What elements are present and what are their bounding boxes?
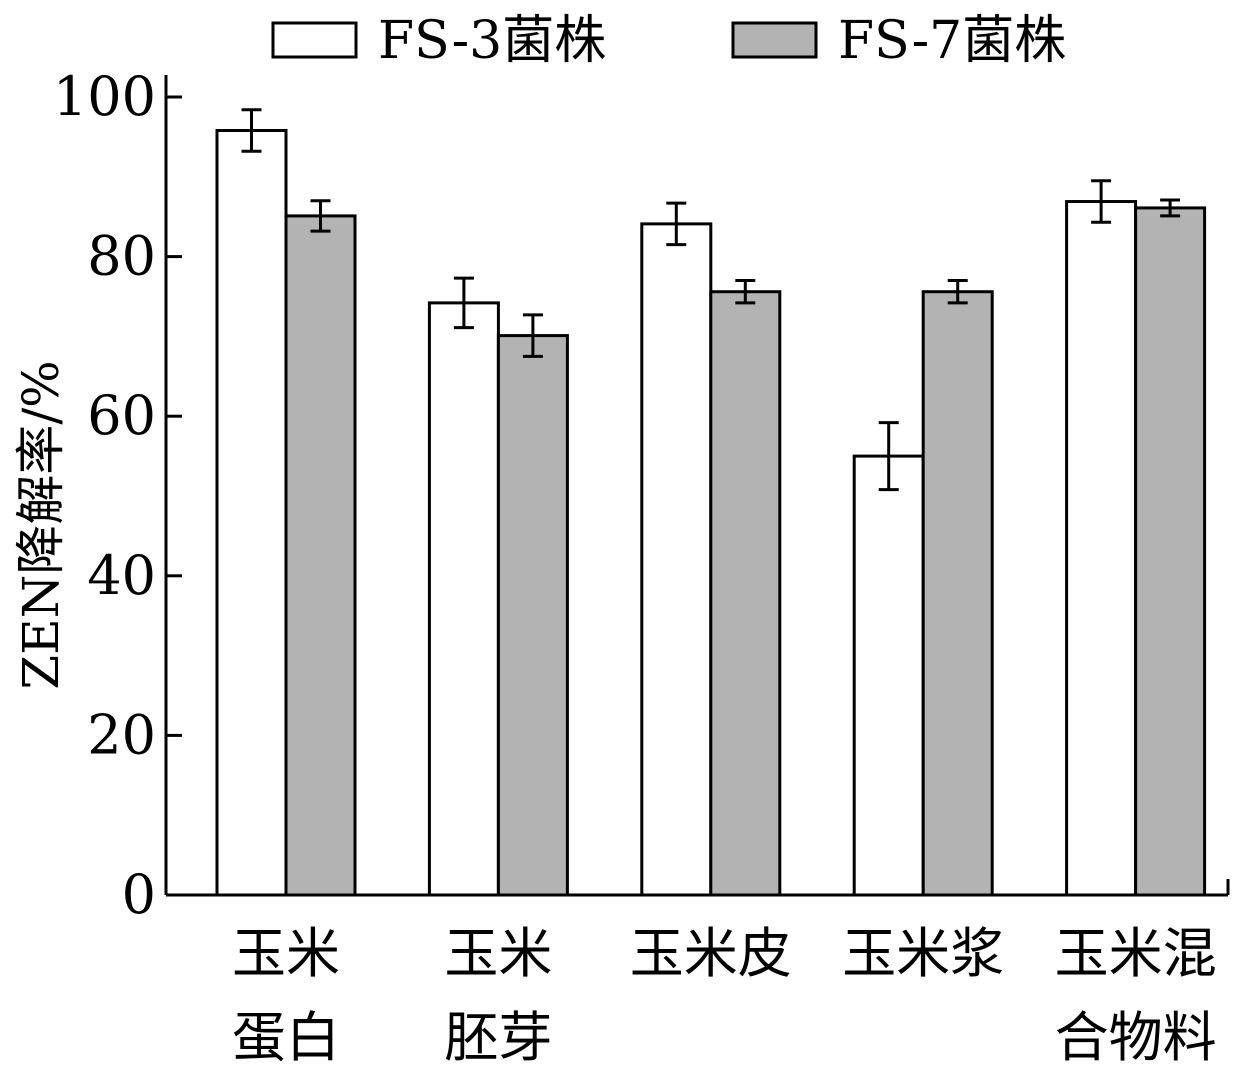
bar-1-3	[640, 222, 713, 897]
y-tick-label: 40	[87, 544, 156, 607]
legend-label-1: FS-3菌株	[378, 11, 606, 71]
bar-2-4	[921, 290, 994, 897]
legend: FS-3菌株 FS-7菌株	[271, 11, 1066, 71]
x-category-label: 玉米	[232, 922, 340, 985]
bar-2-2	[496, 334, 569, 897]
x-category-label: 玉米	[444, 922, 552, 985]
axes	[164, 75, 1230, 897]
x-category-label: 胚芽	[444, 1006, 552, 1069]
x-category-label: 蛋白	[232, 1006, 340, 1069]
bar-1-4	[852, 454, 925, 897]
y-tick-label: 100	[53, 65, 156, 128]
y-tick-label: 20	[87, 703, 156, 766]
x-category-label: 合物料	[1055, 1006, 1217, 1069]
legend-swatch-1	[271, 21, 358, 59]
legend-label-2: FS-7菌株	[838, 11, 1066, 71]
y-tick-label: 0	[122, 863, 156, 926]
bar-2-3	[709, 290, 782, 897]
bar-1-5	[1065, 200, 1138, 897]
bar-2-1	[284, 214, 357, 897]
x-category-label: 玉米混	[1055, 922, 1217, 985]
x-category-label: 玉米皮	[630, 922, 792, 985]
y-tick-label: 80	[87, 225, 156, 288]
y-axis-label: ZEN降解率/%	[12, 360, 70, 689]
bar-1-1	[215, 129, 288, 897]
error-bars	[241, 108, 1181, 492]
legend-swatch-2	[731, 21, 818, 59]
bars	[215, 129, 1207, 897]
x-category-label: 玉米浆	[842, 922, 1004, 985]
bar-1-2	[427, 301, 500, 897]
y-tick-label: 60	[87, 384, 156, 447]
bar-2-5	[1134, 206, 1207, 897]
